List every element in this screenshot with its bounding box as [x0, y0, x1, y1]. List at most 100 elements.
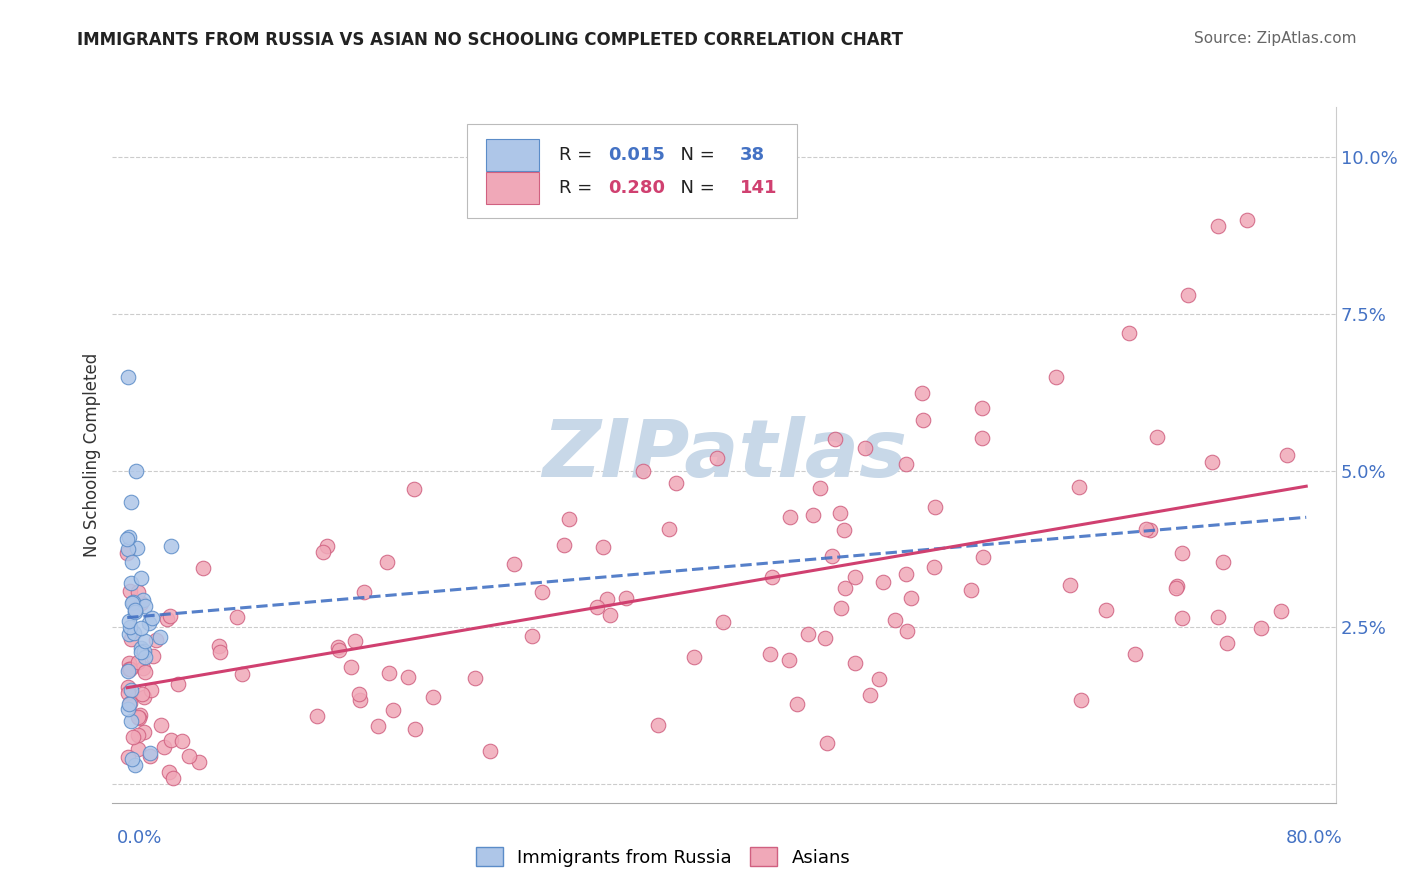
Point	[159, 609, 181, 624]
Text: N =: N =	[669, 178, 720, 197]
Point	[312, 545, 335, 559]
Point	[1236, 212, 1258, 227]
Point	[922, 560, 945, 574]
Point	[1059, 578, 1081, 592]
Point	[134, 644, 156, 658]
Text: 38: 38	[740, 146, 765, 164]
Point	[339, 660, 361, 674]
Point	[353, 585, 375, 599]
Text: R =: R =	[560, 146, 598, 164]
Y-axis label: No Schooling Completed: No Schooling Completed	[83, 353, 101, 557]
Point	[830, 600, 852, 615]
Point	[596, 591, 619, 606]
Point	[131, 640, 153, 655]
Point	[117, 532, 139, 546]
FancyBboxPatch shape	[485, 172, 540, 203]
Point	[924, 500, 946, 514]
Point	[647, 718, 669, 732]
Point	[1135, 522, 1157, 536]
Point	[129, 708, 152, 723]
Point	[834, 581, 856, 595]
Point	[884, 614, 907, 628]
Point	[118, 696, 141, 710]
Text: Source: ZipAtlas.com: Source: ZipAtlas.com	[1194, 31, 1357, 46]
Point	[592, 540, 614, 554]
Point	[1206, 219, 1229, 234]
Point	[614, 591, 637, 605]
Point	[121, 555, 143, 569]
Point	[382, 703, 405, 717]
Point	[1171, 611, 1194, 625]
Point	[872, 574, 894, 589]
Text: 0.280: 0.280	[607, 178, 665, 197]
Point	[120, 632, 142, 647]
Point	[834, 524, 856, 538]
Point	[118, 620, 141, 634]
Point	[683, 649, 706, 664]
Point	[118, 662, 141, 676]
Point	[1206, 610, 1229, 624]
Point	[134, 650, 156, 665]
Point	[1270, 604, 1292, 618]
Point	[502, 557, 524, 571]
Point	[396, 669, 419, 683]
Point	[125, 541, 148, 555]
Point	[894, 567, 917, 582]
Point	[124, 603, 146, 617]
Point	[761, 569, 783, 583]
Point	[149, 630, 172, 644]
Point	[402, 482, 425, 496]
Point	[120, 714, 142, 729]
Point	[1166, 581, 1188, 595]
Point	[131, 571, 153, 585]
Point	[367, 719, 389, 733]
Point	[129, 621, 152, 635]
Point	[127, 729, 149, 743]
Point	[160, 539, 183, 553]
Point	[162, 771, 184, 785]
Point	[378, 666, 401, 681]
Point	[177, 748, 200, 763]
Point	[134, 725, 156, 739]
Point	[1095, 603, 1118, 617]
Point	[117, 369, 139, 384]
Point	[157, 765, 180, 780]
Point	[141, 683, 163, 698]
Point	[326, 640, 349, 655]
Point	[120, 575, 142, 590]
Point	[307, 708, 329, 723]
Point	[1070, 692, 1092, 706]
Point	[1045, 369, 1067, 384]
Point	[127, 655, 149, 669]
Point	[910, 386, 932, 401]
Point	[464, 671, 486, 685]
Text: 0.015: 0.015	[607, 146, 665, 164]
Point	[328, 642, 350, 657]
Text: 141: 141	[740, 178, 778, 197]
Point	[349, 692, 371, 706]
Point	[122, 625, 145, 640]
Point	[1177, 288, 1199, 302]
Point	[115, 546, 138, 560]
Point	[706, 451, 728, 466]
Text: 80.0%: 80.0%	[1286, 829, 1343, 847]
Point	[166, 677, 188, 691]
Point	[375, 555, 398, 569]
Point	[125, 464, 148, 478]
Point	[131, 687, 153, 701]
Point	[132, 593, 155, 607]
Point	[558, 512, 581, 526]
Point	[134, 599, 156, 613]
Point	[631, 464, 654, 478]
Text: IMMIGRANTS FROM RUSSIA VS ASIAN NO SCHOOLING COMPLETED CORRELATION CHART: IMMIGRANTS FROM RUSSIA VS ASIAN NO SCHOO…	[77, 31, 903, 49]
Point	[1125, 647, 1147, 661]
Point	[1170, 546, 1192, 560]
FancyBboxPatch shape	[485, 139, 540, 171]
Point	[959, 582, 981, 597]
Point	[118, 627, 141, 641]
Point	[1146, 430, 1168, 444]
Point	[814, 631, 837, 645]
Point	[858, 688, 880, 702]
Point	[478, 744, 501, 758]
Point	[1069, 480, 1091, 494]
